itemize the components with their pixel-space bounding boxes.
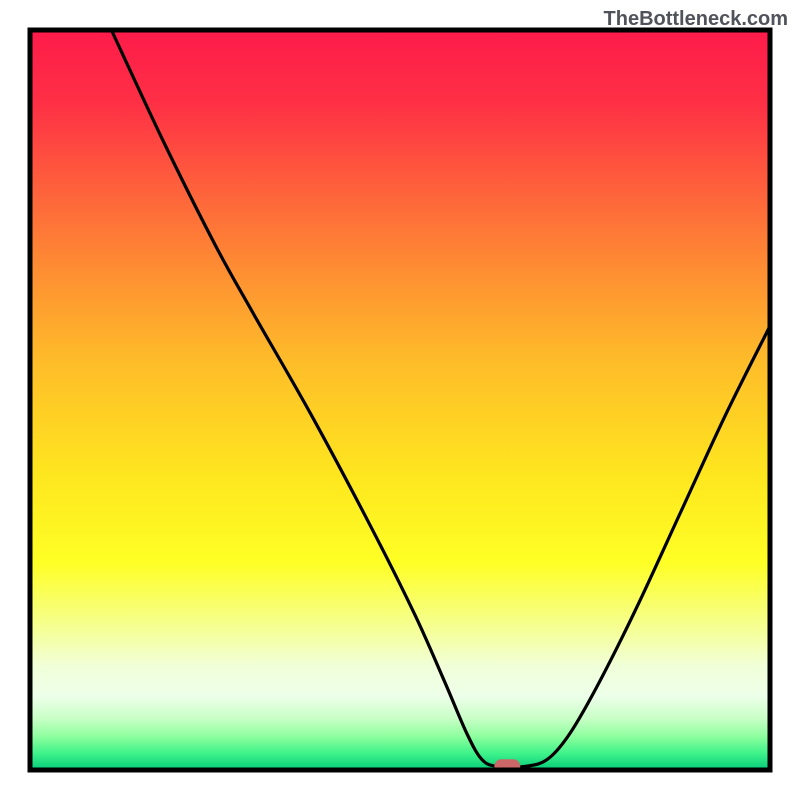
plot-background [30, 30, 770, 770]
bottleneck-curve-chart [0, 0, 800, 800]
chart-container: TheBottleneck.com [0, 0, 800, 800]
